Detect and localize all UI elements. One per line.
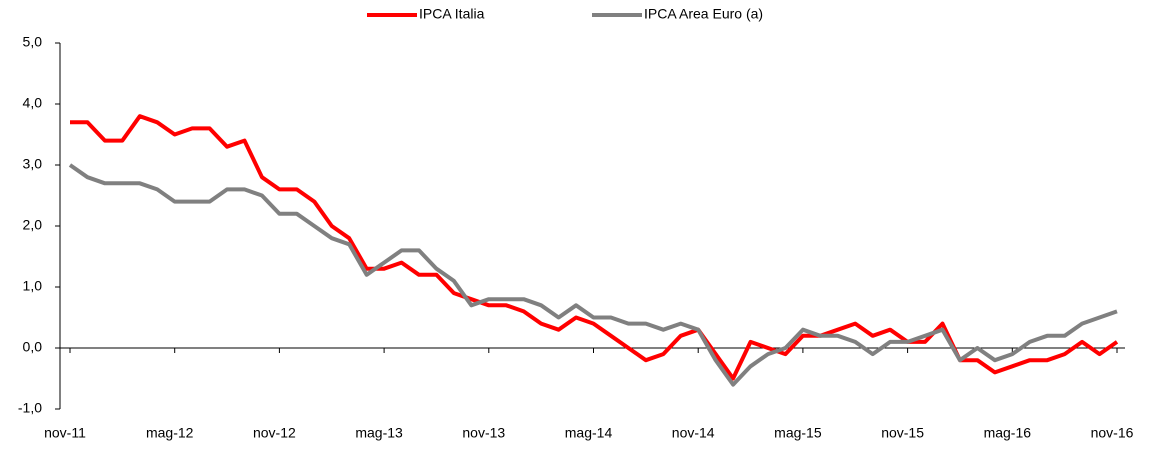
y-tick-label: 2,0 xyxy=(23,217,43,233)
y-tick-label: 3,0 xyxy=(23,156,43,172)
series-line xyxy=(70,114,1119,381)
x-tick-label: mag-14 xyxy=(565,425,613,441)
legend-label: IPCA Italia xyxy=(419,6,485,22)
x-tick-label: mag-15 xyxy=(774,425,822,441)
x-tick-label: nov-15 xyxy=(881,425,924,441)
y-tick-label: 4,0 xyxy=(23,95,43,111)
x-tick-label: nov-14 xyxy=(672,425,715,441)
x-tick-label: nov-16 xyxy=(1091,425,1134,441)
x-tick-label: nov-11 xyxy=(44,425,86,441)
y-tick-label: -1,0 xyxy=(18,400,42,416)
y-tick-label: 0,0 xyxy=(23,339,43,355)
y-tick-label: 1,0 xyxy=(23,278,43,294)
x-tick-label: mag-13 xyxy=(355,425,403,441)
x-tick-label: mag-16 xyxy=(984,425,1032,441)
series-line xyxy=(68,163,1118,387)
legend-label: IPCA Area Euro (a) xyxy=(644,6,763,22)
x-tick-label: mag-12 xyxy=(146,425,194,441)
x-tick-label: nov-13 xyxy=(462,425,505,441)
x-tick-label: nov-12 xyxy=(253,425,296,441)
y-tick-label: 5,0 xyxy=(23,34,43,50)
